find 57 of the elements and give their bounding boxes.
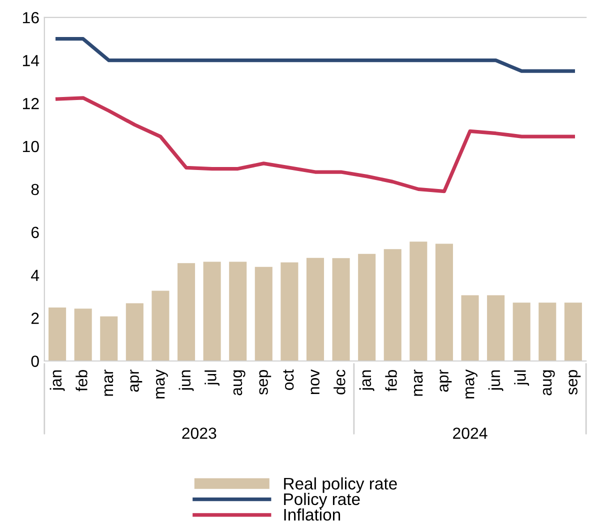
y-tick-label: 12: [22, 98, 39, 110]
legend-label: Policy rate: [284, 492, 360, 508]
y-tick-label: 16: [22, 12, 39, 24]
bar: [203, 262, 221, 361]
x-tick-label: may: [466, 369, 478, 398]
x-tick-label: sep: [259, 370, 272, 395]
bar: [487, 295, 505, 361]
x-tick-label: aug: [542, 370, 555, 396]
y-tick-label: 8: [31, 184, 39, 196]
y-tick-label: 10: [22, 140, 39, 152]
bar: [100, 316, 118, 361]
bar: [461, 295, 479, 361]
x-tick-label: mar: [104, 370, 114, 396]
x-tick-label: apr: [440, 370, 452, 392]
x-tick-label: sep: [568, 370, 581, 395]
bar: [254, 266, 272, 361]
x-tick-label: apr: [130, 370, 142, 392]
bar: [435, 244, 453, 361]
x-tick-label: jan: [50, 370, 65, 392]
y-tick-label: 4: [31, 270, 40, 281]
x-tick-label: jun: [488, 370, 504, 392]
x-tick-label: feb: [385, 370, 397, 392]
bar: [538, 302, 556, 361]
bar: [229, 262, 247, 361]
bar: [564, 302, 582, 361]
x-tick-label: oct: [283, 369, 294, 390]
line-series: [55, 96, 575, 194]
bar: [512, 302, 530, 361]
legend-label: Inflation: [284, 508, 340, 521]
x-tick-label: jul: [204, 370, 220, 386]
bar: [178, 263, 196, 361]
bar: [410, 242, 428, 361]
bar: [48, 308, 66, 361]
x-tick-label: jul: [514, 370, 530, 386]
x-tick-label: mar: [414, 370, 423, 396]
bar: [332, 258, 350, 361]
y-tick-label: 6: [31, 226, 39, 238]
y-tick-label: 2: [31, 312, 39, 324]
x-tick-label: may: [156, 369, 168, 398]
text: 2024: [453, 428, 488, 439]
y-tick-label: 14: [22, 55, 40, 66]
bar: [74, 308, 92, 361]
y-tick-label: 0: [31, 356, 39, 367]
x-tick-label: nov: [310, 369, 320, 394]
x-tick-label: dec: [334, 370, 346, 394]
bar: [306, 258, 324, 361]
bar: [280, 262, 298, 361]
bar: [152, 290, 170, 361]
x-tick-label: jan: [359, 370, 374, 392]
text: 2023: [182, 428, 216, 439]
bar: [358, 254, 376, 361]
x-tick-label: feb: [76, 370, 88, 392]
legend-label: Real policy rate: [284, 477, 397, 493]
x-tick-label: aug: [233, 370, 246, 396]
bar: [384, 249, 402, 361]
bar: [126, 303, 144, 361]
x-tick-label: jun: [178, 370, 194, 392]
